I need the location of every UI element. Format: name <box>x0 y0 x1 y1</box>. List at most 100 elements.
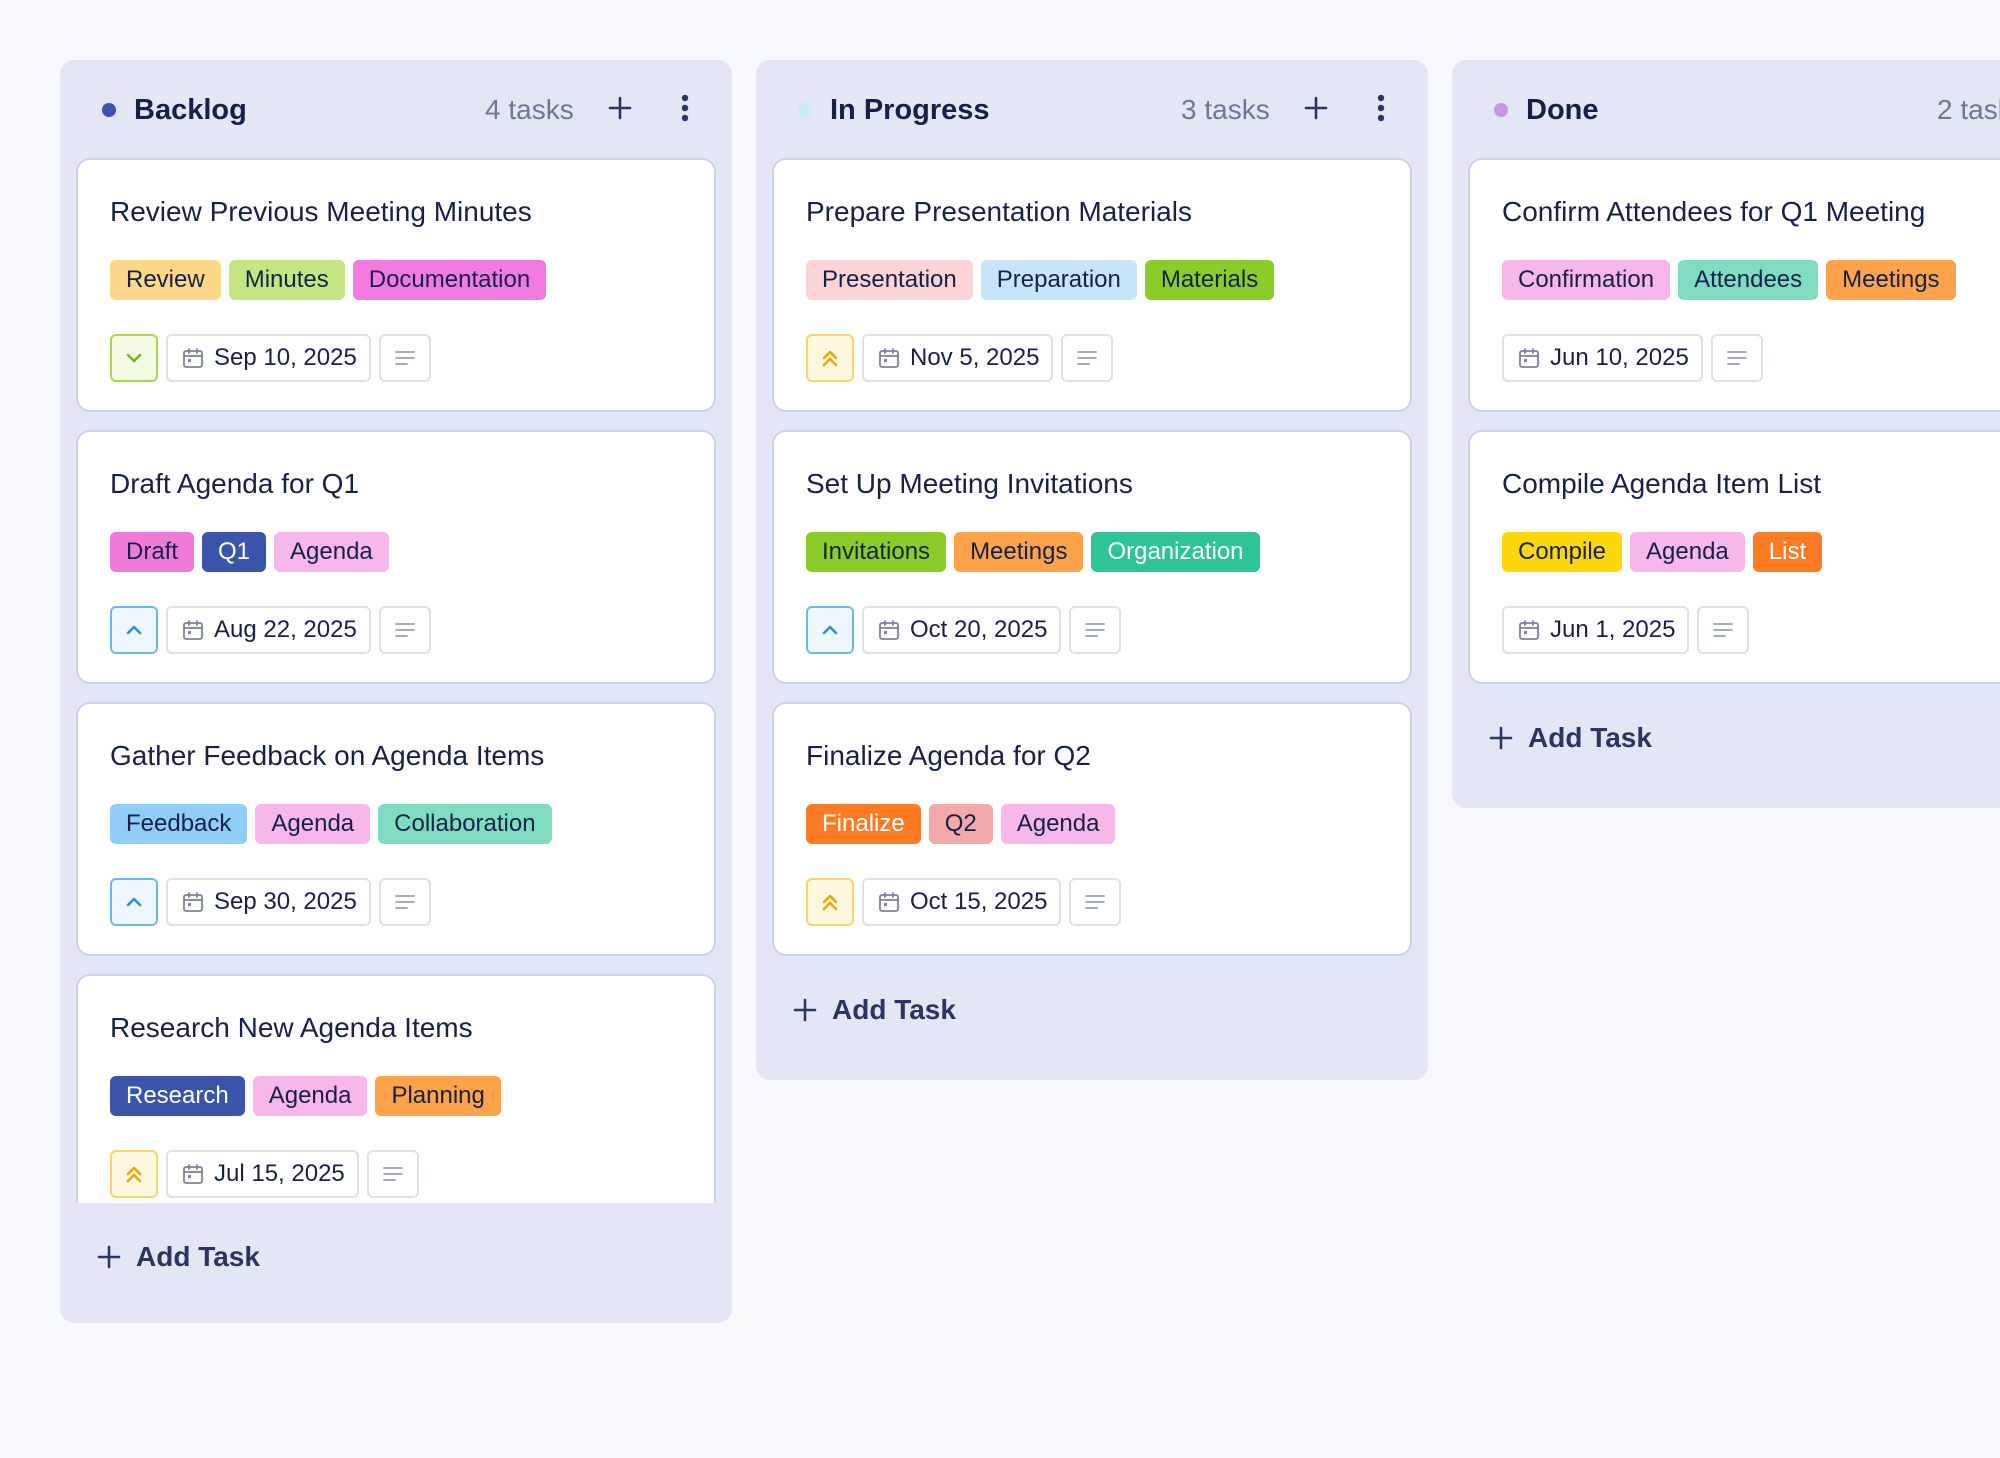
task-meta: Oct 15, 2025 <box>806 878 1122 926</box>
tag-badge: Planning <box>375 1076 501 1116</box>
plus-icon[interactable] <box>1296 86 1336 130</box>
notes-icon[interactable] <box>1069 878 1122 926</box>
plus-icon <box>1488 725 1514 751</box>
task-card[interactable]: Confirm Attendees for Q1 Meeting Confirma… <box>1468 158 2000 412</box>
tag-badge: List <box>1752 532 1823 572</box>
calendar-icon <box>182 891 204 913</box>
notes-icon[interactable] <box>1710 334 1763 382</box>
more-vertical-icon[interactable] <box>1366 86 1396 130</box>
task-title: Compile Agenda Item List <box>1502 468 1822 499</box>
task-meta: Oct 20, 2025 <box>806 606 1122 654</box>
column-in-progress: In Progress 3 tasks Prepare Presentation M… <box>756 60 1428 1080</box>
kanban-board: Backlog 4 tasks Review Previous Meeting Mi… <box>60 60 2000 1458</box>
tag-list: Finalize Q2 Agenda <box>806 804 1116 844</box>
due-date[interactable]: Sep 30, 2025 <box>166 878 371 926</box>
due-date[interactable]: Jun 1, 2025 <box>1502 606 1690 654</box>
due-date[interactable]: Jul 15, 2025 <box>166 1150 359 1198</box>
column-title: In Progress <box>830 94 990 126</box>
column-header: Done 2 tasks <box>1452 60 2000 158</box>
tag-badge: Review <box>110 260 221 300</box>
task-meta: Aug 22, 2025 <box>110 606 431 654</box>
task-card[interactable]: Gather Feedback on Agenda Items Feedback A… <box>76 702 716 956</box>
task-meta: Sep 30, 2025 <box>110 878 431 926</box>
task-title: Confirm Attendees for Q1 Meeting <box>1502 196 1926 227</box>
tag-badge: Invitations <box>806 532 947 572</box>
calendar-icon <box>182 619 204 641</box>
chevron-up-icon[interactable] <box>110 878 158 926</box>
tag-badge: Documentation <box>352 260 547 300</box>
status-dot <box>102 103 116 117</box>
tag-badge: Agenda <box>1630 532 1745 572</box>
task-card[interactable]: Draft Agenda for Q1 Draft Q1 Agenda Aug 22, … <box>76 430 716 684</box>
notes-icon[interactable] <box>378 606 431 654</box>
notes-icon[interactable] <box>378 878 431 926</box>
column-done: Done 2 tasks Confirm Attendees for Q1 Meet… <box>1452 60 2000 808</box>
add-task-label: Add Task <box>832 994 956 1025</box>
notes-icon[interactable] <box>378 334 431 382</box>
task-title: Research New Agenda Items <box>110 1012 473 1043</box>
task-title: Gather Feedback on Agenda Items <box>110 740 545 771</box>
double-chevron-up-icon[interactable] <box>806 878 854 926</box>
tag-badge: Confirmation <box>1502 260 1671 300</box>
column-header: In Progress 3 tasks <box>756 60 1428 158</box>
add-task-button[interactable]: Add Task <box>96 1241 260 1273</box>
due-date[interactable]: Oct 15, 2025 <box>862 878 1062 926</box>
notes-icon[interactable] <box>1069 606 1122 654</box>
tag-badge: Minutes <box>228 260 345 300</box>
plus-icon[interactable] <box>600 86 640 130</box>
notes-icon[interactable] <box>1061 334 1114 382</box>
task-meta: Sep 10, 2025 <box>110 334 431 382</box>
tag-badge: Meetings <box>1826 260 1956 300</box>
task-meta: Jun 1, 2025 <box>1502 606 1750 654</box>
add-task-button[interactable]: Add Task <box>1488 722 1652 754</box>
notes-icon[interactable] <box>366 1150 419 1198</box>
tag-badge: Agenda <box>1000 804 1116 844</box>
notes-icon[interactable] <box>1697 606 1750 654</box>
due-date-label: Oct 15, 2025 <box>910 888 1048 915</box>
task-card[interactable]: Compile Agenda Item List Compile Agenda Lis… <box>1468 430 2000 684</box>
plus-icon <box>792 997 818 1023</box>
tag-badge: Research <box>110 1076 245 1116</box>
due-date[interactable]: Sep 10, 2025 <box>166 334 371 382</box>
add-task-label: Add Task <box>136 1241 260 1272</box>
chevron-up-icon[interactable] <box>110 606 158 654</box>
due-date[interactable]: Oct 20, 2025 <box>862 606 1062 654</box>
column-title: Backlog <box>134 94 247 126</box>
task-title: Draft Agenda for Q1 <box>110 468 360 499</box>
more-vertical-icon[interactable] <box>670 86 700 130</box>
task-card[interactable]: Finalize Agenda for Q2 Finalize Q2 Agenda Oc… <box>772 702 1412 956</box>
tag-badge: Preparation <box>980 260 1137 300</box>
tag-list: Invitations Meetings Organization <box>806 532 1260 572</box>
calendar-icon <box>1518 619 1540 641</box>
card-list: Review Previous Meeting Minutes Review Min… <box>60 60 732 1203</box>
card-list: Confirm Attendees for Q1 Meeting Confirma… <box>1452 60 2000 808</box>
calendar-icon <box>1518 347 1540 369</box>
due-date[interactable]: Aug 22, 2025 <box>166 606 371 654</box>
task-card[interactable]: Set Up Meeting Invitations Invitations Mee… <box>772 430 1412 684</box>
chevron-up-icon[interactable] <box>806 606 854 654</box>
tag-badge: Draft <box>110 532 195 572</box>
add-task-button[interactable]: Add Task <box>792 994 956 1026</box>
due-date[interactable]: Jun 10, 2025 <box>1502 334 1703 382</box>
tag-badge: Materials <box>1144 260 1275 300</box>
calendar-icon <box>878 891 900 913</box>
tag-list: Compile Agenda List <box>1502 532 1823 572</box>
double-chevron-up-icon[interactable] <box>806 334 854 382</box>
tag-list: Feedback Agenda Collaboration <box>110 804 552 844</box>
chevron-down-icon[interactable] <box>110 334 158 382</box>
card-list: Prepare Presentation Materials Presentati… <box>756 60 1428 1080</box>
task-card[interactable]: Research New Agenda Items Research Agenda P… <box>76 974 716 1203</box>
calendar-icon <box>182 347 204 369</box>
task-card[interactable]: Prepare Presentation Materials Presentati… <box>772 158 1412 412</box>
due-date[interactable]: Nov 5, 2025 <box>862 334 1054 382</box>
calendar-icon <box>878 619 900 641</box>
tag-list: Confirmation Attendees Meetings <box>1502 260 1956 300</box>
double-chevron-up-icon[interactable] <box>110 1150 158 1198</box>
status-dot <box>1494 103 1508 117</box>
tag-badge: Collaboration <box>378 804 552 844</box>
tag-list: Review Minutes Documentation <box>110 260 547 300</box>
due-date-label: Sep 30, 2025 <box>214 888 357 915</box>
task-count: 4 tasks <box>485 94 574 125</box>
column-backlog: Backlog 4 tasks Review Previous Meeting Mi… <box>60 60 732 1323</box>
task-card[interactable]: Review Previous Meeting Minutes Review Min… <box>76 158 716 412</box>
